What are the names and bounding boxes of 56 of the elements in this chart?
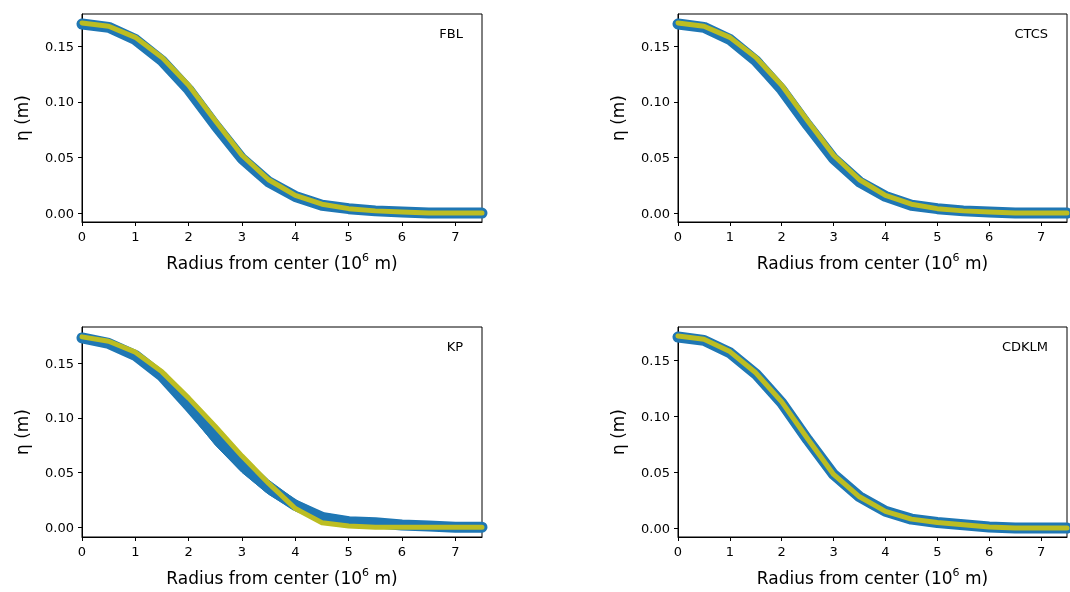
y-tick-label: 0.15 (45, 355, 74, 371)
x-tick-label: 7 (1036, 229, 1046, 244)
x-tick-label: 3 (829, 229, 838, 244)
y-tick-label: 0.00 (641, 205, 670, 221)
x-tick-label: 2 (184, 544, 193, 559)
x-tick-label: 6 (397, 544, 407, 559)
y-tick-label: 0.10 (641, 94, 670, 110)
x-tick-label: 2 (184, 229, 193, 244)
x-tick-label: 0 (673, 229, 683, 244)
x-tick-label: 5 (344, 544, 353, 559)
x-tick-label: 7 (451, 229, 460, 244)
x-tick-label: 4 (881, 229, 890, 244)
x-tick-label: 5 (933, 544, 942, 559)
y-tick-label: 0.00 (45, 205, 74, 221)
text: CTCS (1014, 26, 1049, 41)
x-tick-label: 6 (985, 544, 994, 559)
x-tick-label: 3 (829, 544, 838, 559)
y-tick-label: 0.00 (641, 520, 670, 536)
y-tick-label: 0.15 (641, 353, 670, 369)
x-tick-label: 0 (673, 544, 683, 559)
x-tick-label: 1 (725, 544, 735, 559)
x-tick-label: 4 (881, 544, 890, 559)
x-tick-label: 1 (131, 544, 140, 559)
x-tick-label: 0 (77, 229, 87, 244)
x-tick-label: 6 (985, 229, 994, 244)
x-tick-label: 3 (237, 229, 247, 244)
y-tick-label: 0.10 (45, 94, 74, 110)
y-axis-title: η (m) (11, 408, 32, 456)
y-tick-label: 0.15 (641, 38, 670, 54)
y-tick-label: 0.05 (45, 149, 74, 165)
y-tick-label: 0.05 (641, 464, 670, 480)
x-tick-label: 6 (397, 229, 407, 244)
x-tick-label: 3 (237, 544, 247, 559)
x-tick-label: 4 (291, 544, 300, 559)
x-tick-label: 5 (344, 229, 353, 244)
x-tick-label: 4 (291, 229, 300, 244)
y-tick-label: 0.10 (641, 408, 670, 424)
x-tick-label: 0 (77, 544, 87, 559)
x-tick-label: 1 (725, 229, 735, 244)
x-tick-label: 2 (777, 229, 786, 244)
y-tick-label: 0.05 (45, 464, 74, 480)
x-tick-label: 2 (777, 544, 786, 559)
x-tick-label: 7 (1036, 544, 1046, 559)
text: FBL (439, 26, 464, 41)
text: KP (446, 339, 464, 354)
y-tick-label: 0.00 (45, 519, 74, 535)
y-tick-label: 0.05 (641, 149, 670, 165)
x-tick-label: 5 (933, 229, 942, 244)
y-axis-title: η (m) (11, 94, 32, 142)
y-tick-label: 0.15 (45, 38, 74, 54)
text: CDKLM (1001, 339, 1049, 354)
y-axis-title: η (m) (607, 408, 628, 456)
x-tick-label: 7 (451, 544, 460, 559)
y-tick-label: 0.10 (45, 410, 74, 426)
y-axis-title: η (m) (607, 94, 628, 142)
x-tick-label: 1 (131, 229, 140, 244)
